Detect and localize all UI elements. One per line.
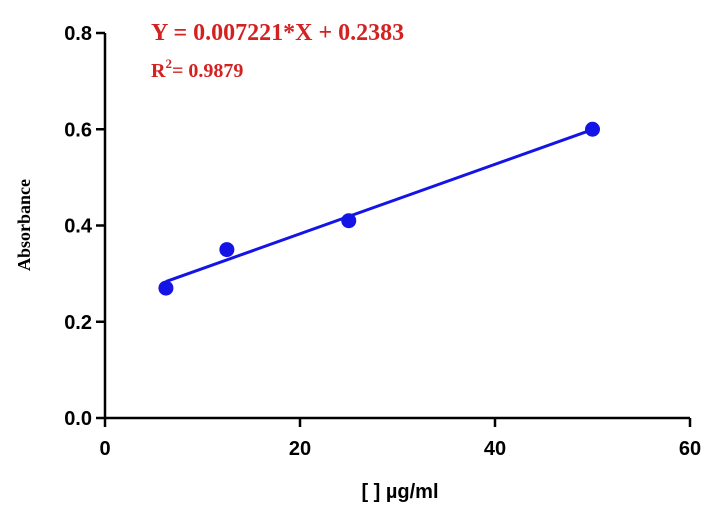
y-tick-label: 0.4 bbox=[64, 216, 93, 238]
data-point bbox=[158, 280, 174, 296]
axes bbox=[103, 33, 690, 420]
tick-labels: 0 20 40 60 0.0 0.2 0.4 0.6 0.8 bbox=[64, 23, 701, 460]
regression-equation: Y = 0.007221*X + 0.2383 bbox=[151, 20, 404, 46]
data-points bbox=[158, 121, 600, 296]
r-squared-r: R bbox=[151, 60, 166, 82]
r-squared-superscript: 2 bbox=[165, 56, 172, 71]
y-tick-label: 0.2 bbox=[64, 312, 92, 334]
fit-line-group bbox=[165, 128, 594, 284]
x-tick-label: 20 bbox=[289, 438, 311, 460]
x-tick-label: 40 bbox=[484, 438, 506, 460]
ticks bbox=[96, 31, 692, 427]
y-tick-label: 0.0 bbox=[64, 408, 92, 430]
y-axis-title: Absorbance bbox=[14, 179, 34, 271]
data-point bbox=[219, 242, 235, 258]
data-point bbox=[585, 121, 600, 137]
r-squared-value: = 0.9879 bbox=[172, 60, 243, 82]
y-tick-label: 0.8 bbox=[64, 23, 92, 45]
r-squared-label: R2= 0.9879 bbox=[151, 56, 243, 82]
x-tick-label: 60 bbox=[679, 438, 701, 460]
data-point bbox=[341, 213, 357, 229]
x-axis-title: [ ] µg/ml bbox=[361, 481, 438, 503]
y-tick-label: 0.6 bbox=[64, 119, 92, 141]
x-tick-label: 0 bbox=[99, 438, 110, 460]
regression-line bbox=[165, 128, 594, 284]
